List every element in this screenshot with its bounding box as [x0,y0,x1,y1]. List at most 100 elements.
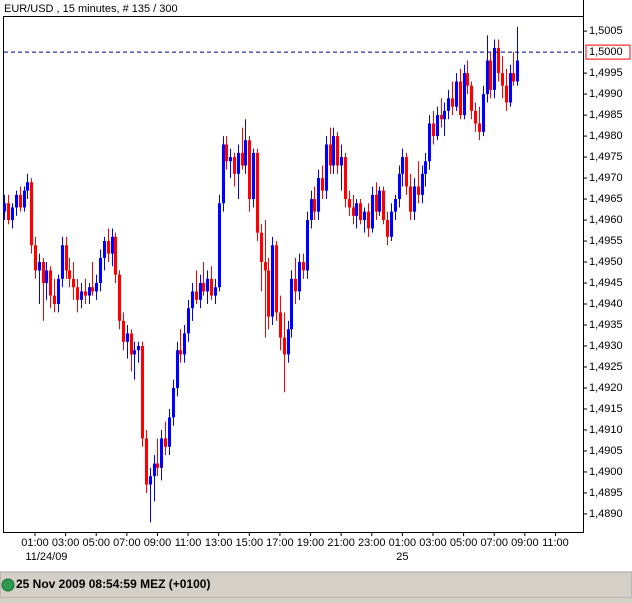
candle-body [71,278,76,288]
candle-body [454,81,459,107]
candle-body [282,337,287,355]
x-tick-label: 05:00 [82,537,110,549]
candle-body [446,98,451,111]
candle-body [477,123,482,132]
x-tick-label: 19:00 [297,537,325,549]
y-tick-label: 1,4930 [589,340,623,352]
candle-body [343,157,348,200]
candle-body [393,199,398,212]
candle-body [301,262,306,271]
y-tick-label: 1,4925 [589,361,623,373]
date-label: 25 [396,551,408,563]
candle-body [125,333,130,342]
candle-body [408,186,413,212]
candle-body [232,157,237,174]
candle-body [465,73,470,86]
candle-body [324,144,329,191]
x-tick-label: 03:00 [419,537,447,549]
y-tick-label: 1,4900 [589,466,623,478]
candle-body [358,203,363,221]
candle-body [496,47,501,74]
candle-body [416,186,421,195]
candle-body [182,333,187,355]
candle-body [186,308,191,334]
candle-body [155,463,160,468]
candle-body [247,140,252,200]
candle-body [209,278,214,296]
candle-body [397,173,402,200]
candle-body [79,291,84,300]
candle-body [492,47,497,90]
candle-body [270,245,275,317]
candle-body [87,287,92,296]
plot-border [3,16,584,533]
candle-body [205,278,210,292]
candle-body [6,203,11,221]
candle-body [251,152,256,200]
candle-body [420,173,425,195]
candle-body [404,157,409,187]
candle-body [481,94,486,132]
candle-body [132,350,137,355]
candle-body [243,140,248,166]
candle-body [90,287,95,292]
candle-body [442,110,447,120]
candle-body [286,329,291,355]
candle-body [178,350,183,355]
candle-body [515,60,520,82]
candle-body [351,207,356,216]
candle-body [385,220,390,237]
y-tick-label: 1,4970 [589,172,623,184]
y-tick-label: 1,4965 [589,193,623,205]
candle-body [60,245,65,279]
candle-body [328,144,333,166]
candle-body [458,81,463,116]
candle-body [201,283,206,292]
y-tick-label: 1,4980 [589,130,623,142]
x-tick-label: 23:00 [358,537,386,549]
last-price-box [585,44,631,60]
candle-body [56,278,61,305]
candle-body [289,278,294,330]
candle-body [224,144,229,162]
y-tick-label: 1,4895 [589,487,623,499]
candle-body [316,178,321,212]
x-tick-label: 03:00 [52,537,80,549]
x-tick-label: 05:00 [450,537,478,549]
candle-body [259,232,264,263]
candle-body [278,312,283,338]
candle-body [508,73,513,103]
y-tick-label: 1,4950 [589,256,623,268]
candle-body [354,203,359,216]
y-tick-label: 1,4985 [589,109,623,121]
candle-body [98,257,103,284]
candle-body [37,262,42,271]
candle-body [52,295,57,305]
candle-body [41,262,46,284]
candle-body [266,270,271,317]
candle-body [22,190,27,208]
candle-body [110,236,115,254]
candle-body [381,190,386,221]
candle-body [2,203,7,212]
candle-body [140,346,145,439]
candle-body [14,194,19,208]
candle-body [167,417,172,447]
candle-body [113,236,118,275]
candle-body [10,207,15,221]
candle-body [75,287,80,300]
candle-body [320,178,325,191]
x-tick-label: 11:00 [542,537,569,549]
candle-body [469,85,474,111]
x-tick-label: 15:00 [236,537,264,549]
y-tick-label: 1,4935 [589,319,623,331]
x-tick-label: 09:00 [511,537,539,549]
status-bar [0,571,632,599]
candle-body [213,287,218,296]
candle-body [67,270,72,279]
candle-body [198,283,203,300]
candle-body [431,123,436,137]
candle-body [129,333,134,355]
candle-body [377,190,382,212]
